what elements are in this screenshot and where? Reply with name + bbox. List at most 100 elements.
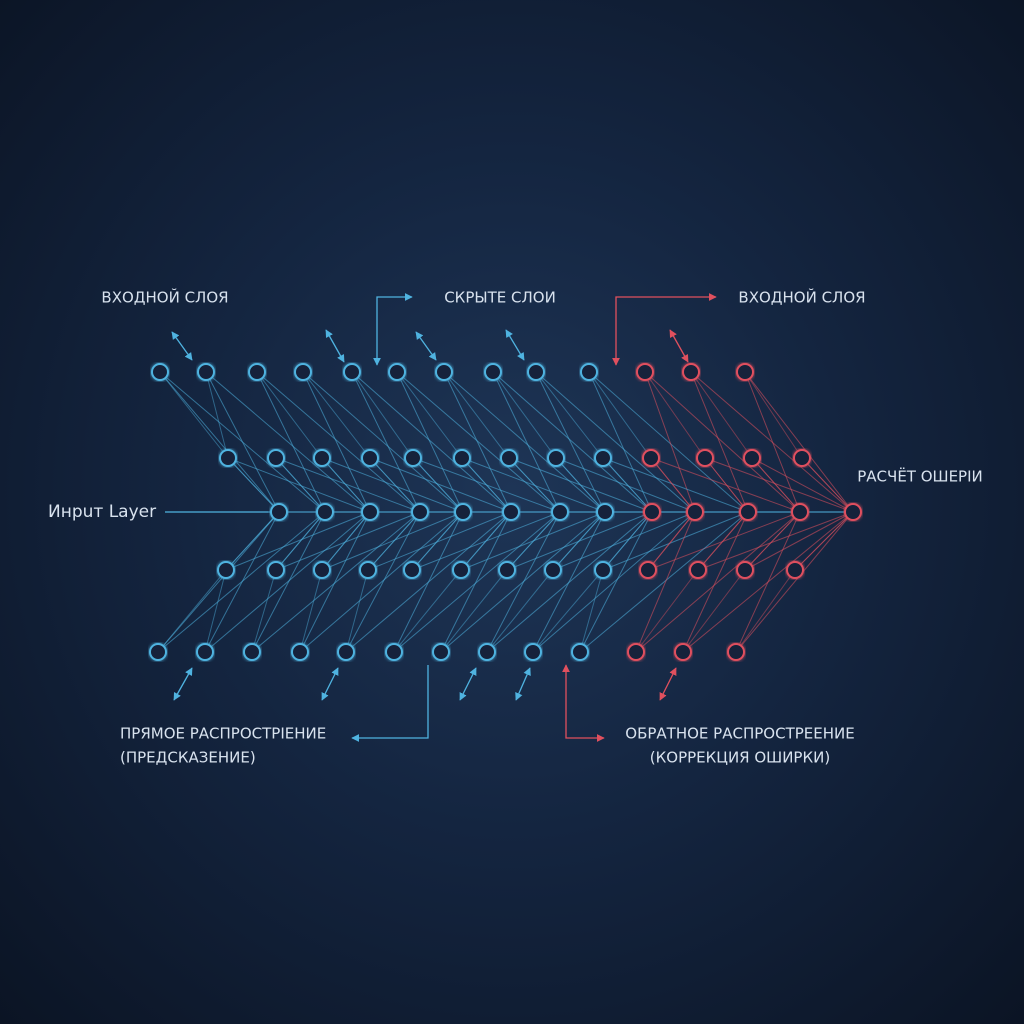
edge xyxy=(411,511,464,571)
neuron xyxy=(674,643,692,661)
neuron xyxy=(596,503,614,521)
neuron xyxy=(267,561,285,579)
neuron xyxy=(452,561,470,579)
neuron xyxy=(627,643,645,661)
edge xyxy=(256,371,326,513)
neuron xyxy=(571,643,589,661)
neuron xyxy=(149,643,167,661)
edge xyxy=(532,569,604,653)
neuron xyxy=(197,363,215,381)
neuron xyxy=(478,643,496,661)
edge xyxy=(644,371,706,459)
neuron xyxy=(793,449,811,467)
edge xyxy=(735,511,854,653)
neuron xyxy=(219,449,237,467)
neuron xyxy=(527,363,545,381)
neuron xyxy=(243,643,261,661)
edge xyxy=(369,457,421,513)
edge xyxy=(302,371,464,513)
neuron xyxy=(544,561,562,579)
edge xyxy=(321,457,371,513)
small-arrow xyxy=(321,667,339,701)
edge xyxy=(367,511,421,571)
edge xyxy=(535,371,696,513)
neuron xyxy=(642,449,660,467)
edge xyxy=(299,569,323,653)
edge xyxy=(225,511,371,571)
neuron xyxy=(337,643,355,661)
edge xyxy=(443,371,606,513)
edge xyxy=(275,511,326,571)
edge xyxy=(275,457,326,513)
edges xyxy=(157,371,854,653)
edge xyxy=(227,457,371,513)
edge xyxy=(321,457,371,513)
edge xyxy=(486,569,554,653)
edge xyxy=(460,511,512,571)
neuron xyxy=(743,449,761,467)
edge xyxy=(299,511,371,653)
edge xyxy=(735,569,796,653)
edge xyxy=(440,569,508,653)
small-arrow xyxy=(415,331,437,361)
neuron xyxy=(844,503,862,521)
neuron xyxy=(580,363,598,381)
neuron xyxy=(500,449,518,467)
neuron xyxy=(435,363,453,381)
edge xyxy=(205,371,371,513)
neuron xyxy=(643,503,661,521)
neuron xyxy=(361,503,379,521)
edge xyxy=(602,457,653,513)
edge xyxy=(393,569,462,653)
edge xyxy=(704,457,749,513)
edge xyxy=(204,511,280,653)
edge xyxy=(650,457,696,513)
edge xyxy=(506,511,561,571)
edge xyxy=(443,371,512,513)
forward-label: ПРЯМОЕ РАСПРОСТРІЕНИЕ xyxy=(120,725,326,743)
edge xyxy=(251,511,421,653)
error-calc-label: РАСЧЁТ ОШЕРІИ xyxy=(857,467,983,486)
edge xyxy=(302,371,371,459)
small-arrow xyxy=(669,329,689,363)
neuron xyxy=(727,643,745,661)
neuron xyxy=(432,643,450,661)
backward-arrow xyxy=(562,664,605,742)
edge xyxy=(635,569,699,653)
edge xyxy=(299,511,464,653)
small-arrow xyxy=(171,331,193,361)
edge xyxy=(461,457,606,513)
edge xyxy=(647,511,801,571)
edge xyxy=(345,569,369,653)
edge xyxy=(508,457,561,513)
edge xyxy=(412,457,464,513)
edge xyxy=(588,371,652,459)
edge xyxy=(159,371,229,459)
neuron xyxy=(151,363,169,381)
edge xyxy=(635,511,696,653)
edge xyxy=(650,457,696,513)
edge xyxy=(801,457,854,513)
output-arrow xyxy=(612,293,717,366)
input-layer-label: Инрuт Layer xyxy=(48,502,156,522)
neuron xyxy=(403,561,421,579)
edge xyxy=(794,511,854,571)
hidden-arrow xyxy=(373,293,413,366)
edge xyxy=(321,511,464,571)
backward-label: (КОРРЕКЦИЯ ОШИРКИ) xyxy=(650,749,830,767)
edge xyxy=(535,371,606,513)
neuron xyxy=(454,503,472,521)
edge xyxy=(367,511,421,571)
edge xyxy=(369,457,512,513)
edge xyxy=(744,371,803,459)
edge xyxy=(801,457,854,513)
edge xyxy=(275,457,326,513)
neuron xyxy=(294,363,312,381)
edge xyxy=(794,511,854,571)
neuron xyxy=(343,363,361,381)
edge xyxy=(275,457,421,513)
edge xyxy=(690,371,753,459)
edge xyxy=(532,511,606,653)
edge xyxy=(412,457,464,513)
